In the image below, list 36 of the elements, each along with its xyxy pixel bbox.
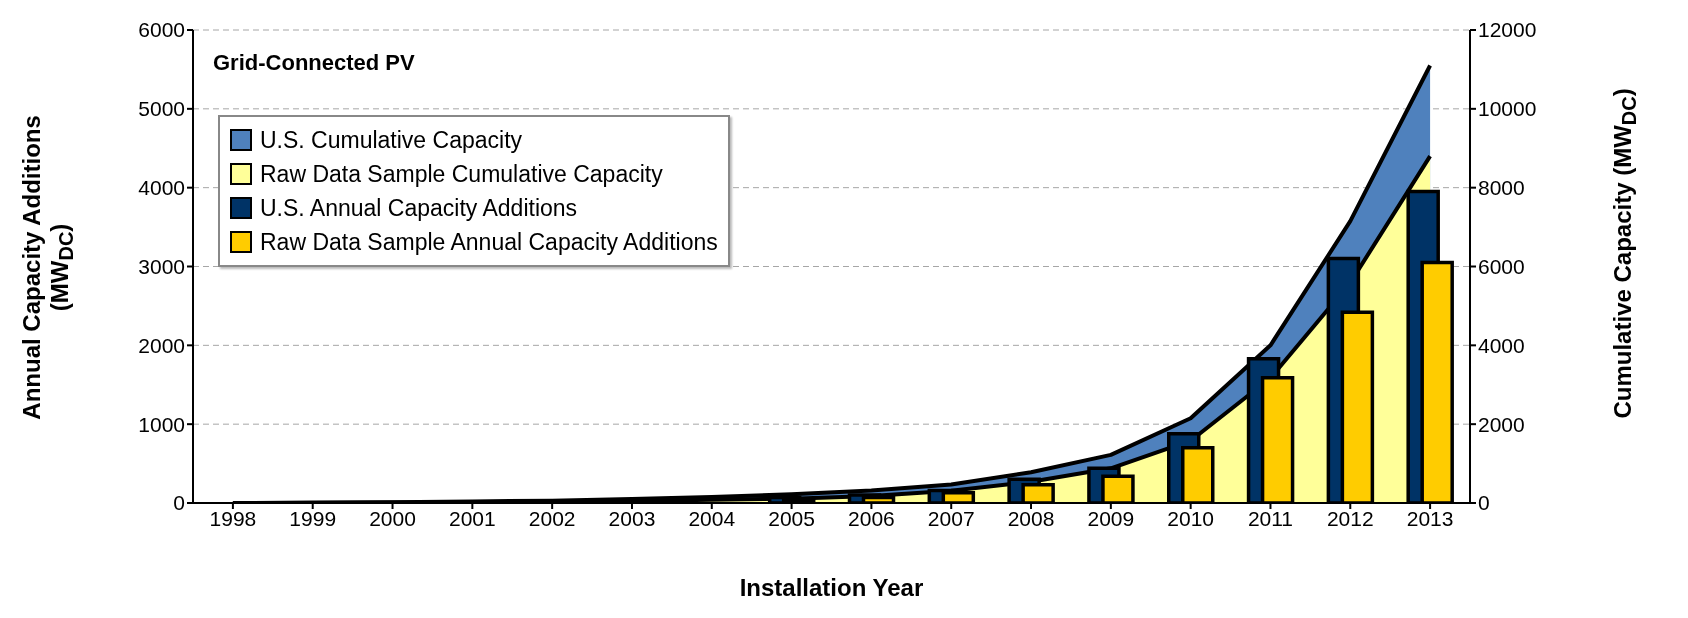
- y2-tick-label: 12000: [1478, 18, 1537, 42]
- x-tick-label: 1998: [209, 506, 257, 530]
- y-tick-label: 0: [173, 491, 185, 515]
- x-tick-label: 2011: [1247, 506, 1294, 530]
- legend-label: Raw Data Sample Annual Capacity Additions: [260, 228, 718, 257]
- y2-tick-label: 10000: [1478, 97, 1537, 121]
- x-tick-label: 2007: [927, 506, 975, 530]
- text: Grid-Connected PV: [213, 50, 415, 76]
- x-tick-label: 2002: [528, 506, 576, 530]
- x-tick-label: 2013: [1406, 506, 1454, 530]
- x-tick-label: 2012: [1326, 506, 1374, 530]
- y2-tick-label: 4000: [1478, 333, 1525, 357]
- y-tick-label: 6000: [138, 18, 185, 42]
- x-tick-label: 2010: [1167, 506, 1215, 530]
- y-tick-label: 3000: [138, 254, 185, 278]
- x-tick-label: 2005: [768, 506, 815, 530]
- x-tick-label: 1999: [289, 506, 337, 530]
- legend-label: Raw Data Sample Cumulative Capacity: [260, 160, 663, 189]
- y2-tick-label: 6000: [1478, 254, 1525, 278]
- y2-tick-label: 2000: [1478, 412, 1525, 436]
- y-tick-label: 4000: [138, 176, 185, 200]
- x-axis-title: Installation Year: [739, 574, 924, 601]
- x-tick-label: 2004: [688, 506, 736, 530]
- y2-tick-label: 8000: [1478, 176, 1525, 200]
- y-tick-label: 5000: [138, 97, 185, 121]
- legend-label: U.S. Cumulative Capacity: [260, 126, 523, 155]
- y-tick-label: 1000: [138, 412, 185, 436]
- y2-tick-label: 0: [1478, 491, 1490, 515]
- x-tick-label: 2001: [448, 506, 496, 530]
- x-tick-label: 2006: [848, 506, 895, 530]
- x-tick-label: 2008: [1007, 506, 1055, 530]
- legend-label: U.S. Annual Capacity Additions: [260, 194, 578, 223]
- x-tick-label: 2000: [369, 506, 416, 530]
- y-tick-label: 2000: [138, 333, 185, 357]
- x-tick-label: 2009: [1087, 506, 1135, 530]
- x-tick-label: 2003: [608, 506, 656, 530]
